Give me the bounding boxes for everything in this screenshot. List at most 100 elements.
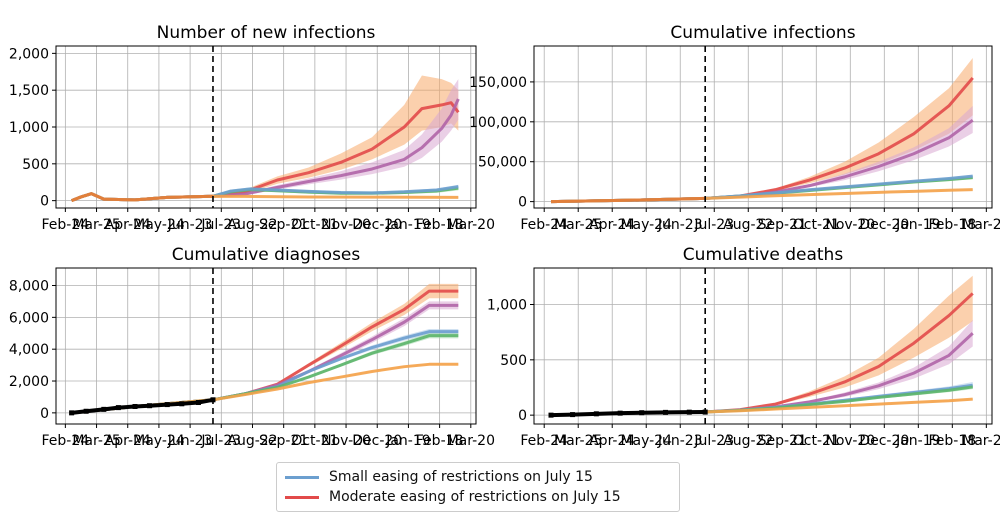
x-tick-label: Apr-24 xyxy=(105,217,151,233)
x-tick-label: Jan-19 xyxy=(385,217,430,233)
series-band xyxy=(551,320,973,416)
y-tick-label: 2,000 xyxy=(9,374,49,390)
y-tick-label: 2,000 xyxy=(9,46,49,62)
y-tick-label: 500 xyxy=(500,353,527,369)
legend-swatch-moderate-easing xyxy=(285,495,319,499)
x-tick-label: Jul-23 xyxy=(200,217,241,233)
x-tick-label: May-24 xyxy=(133,433,185,449)
chart-title: Cumulative infections xyxy=(670,23,855,43)
x-tick-label: Oct-21 xyxy=(291,433,338,449)
x-tick-label: Oct-21 xyxy=(793,433,840,449)
axes-frame xyxy=(533,45,993,209)
x-tick-label: Apr-24 xyxy=(589,433,635,449)
x-tick-label: Nov-20 xyxy=(825,217,875,233)
chart-panel: 05001,000Feb-24Mar-25Apr-24May-24Jun-23J… xyxy=(487,245,1000,449)
plot-area xyxy=(548,275,974,418)
chart-panel: 0 500 1,000 1,500 2,000 Feb-24Mar-25Apr-24May… xyxy=(9,23,495,233)
observed-line xyxy=(550,410,706,418)
x-tick-label: Feb-24 xyxy=(42,433,90,449)
y-tick-label: 0 xyxy=(518,195,527,211)
series-band xyxy=(71,301,459,413)
y-tick-label: 4,000 xyxy=(9,342,49,358)
x-tick-label: Feb-18 xyxy=(928,433,976,449)
x-tick-label: Dec-20 xyxy=(859,217,909,233)
x-tick-label: Apr-24 xyxy=(105,433,151,449)
figure: 05001,0001,5002,000Feb-24Mar-25Apr-24May… xyxy=(9,23,1000,449)
legend-swatch-small-easing xyxy=(285,475,319,479)
x-tick-label: Feb-18 xyxy=(928,217,976,233)
x-tick-label: Mar-20 xyxy=(962,217,1000,233)
x-tick-label: Jul-23 xyxy=(200,433,241,449)
x-tick-label: Dec-20 xyxy=(859,433,909,449)
series-band xyxy=(71,328,459,413)
x-tick-label: Nov-20 xyxy=(321,217,371,233)
y-tick-label: 1,000 xyxy=(9,120,49,136)
plot-area xyxy=(550,57,974,204)
observed-line xyxy=(71,397,214,415)
chart-panel: 02,0004,0006,0008,000Feb-24Mar-25Apr-24M… xyxy=(9,245,495,449)
plot-area xyxy=(71,75,460,203)
x-tick-label: Feb-24 xyxy=(520,217,568,233)
x-tick-label: Dec-20 xyxy=(352,217,402,233)
x-tick-label: Sep-21 xyxy=(758,433,807,449)
x-tick-label: Mar-20 xyxy=(962,433,1000,449)
y-tick-label: 50,000 xyxy=(478,155,527,171)
x-tick-label: Aug-22 xyxy=(723,433,773,449)
x-tick-label: Mar-25 xyxy=(72,433,120,449)
axes-frame xyxy=(533,267,993,425)
x-tick-label: Mar-25 xyxy=(72,217,120,233)
y-tick-label: 150,000 xyxy=(469,75,527,91)
series-band xyxy=(71,75,459,201)
plot-area xyxy=(69,283,459,416)
x-tick-label: Jan-19 xyxy=(895,433,940,449)
x-tick-label: Jun-23 xyxy=(167,433,213,449)
y-tick-label: 6,000 xyxy=(9,310,49,326)
x-tick-label: Feb-18 xyxy=(416,217,464,233)
x-tick-label: Mar-25 xyxy=(554,433,602,449)
x-tick-label: Aug-22 xyxy=(723,217,773,233)
y-tick-label: 1,000 xyxy=(487,298,527,314)
x-tick-label: Sep-21 xyxy=(758,217,807,233)
x-tick-label: Jun-23 xyxy=(167,217,213,233)
x-tick-label: Jul-23 xyxy=(693,433,734,449)
x-tick-label: Nov-20 xyxy=(321,433,371,449)
axes-frame xyxy=(55,267,477,425)
x-tick-label: Mar-25 xyxy=(554,217,602,233)
x-tick-label: Jul-23 xyxy=(693,217,734,233)
series-band xyxy=(71,283,459,413)
x-tick-label: Oct-21 xyxy=(291,217,338,233)
legend-item: Small easing of restrictions on July 15 xyxy=(285,467,671,487)
series-line xyxy=(550,196,706,204)
series-band xyxy=(71,332,459,413)
x-tick-label: Apr-24 xyxy=(589,217,635,233)
x-tick-label: Jun-23 xyxy=(657,217,703,233)
y-tick-label: 100,000 xyxy=(469,115,527,131)
y-tick-label: 8,000 xyxy=(9,279,49,295)
y-tick-label: 500 xyxy=(22,157,49,173)
x-tick-label: Aug-22 xyxy=(227,217,277,233)
legend: Small easing of restrictions on July 15 … xyxy=(276,462,680,512)
x-tick-label: May-24 xyxy=(620,217,672,233)
x-tick-label: Feb-18 xyxy=(416,433,464,449)
x-tick-label: May-24 xyxy=(620,433,672,449)
legend-label-small-easing: Small easing of restrictions on July 15 xyxy=(329,469,593,485)
series-band xyxy=(551,57,973,202)
y-tick-label: 0 xyxy=(40,194,49,210)
x-tick-label: Oct-21 xyxy=(793,217,840,233)
x-tick-label: Feb-24 xyxy=(42,217,90,233)
y-tick-label: 1,500 xyxy=(9,83,49,99)
y-tick-label: 0 xyxy=(40,406,49,422)
chart-panel: 050,000100,000150,000Feb-24Mar-25Apr-24M… xyxy=(469,23,1000,233)
x-tick-label: Mar-20 xyxy=(447,433,495,449)
x-tick-label: Jun-23 xyxy=(657,433,703,449)
series-line xyxy=(71,192,214,203)
x-tick-label: Sep-21 xyxy=(259,433,308,449)
x-tick-label: Jan-19 xyxy=(385,433,430,449)
chart-title: Cumulative deaths xyxy=(683,245,844,265)
x-tick-label: Sep-21 xyxy=(259,217,308,233)
y-tick-label: 0 xyxy=(518,408,527,424)
x-tick-label: Feb-24 xyxy=(520,433,568,449)
legend-item: Moderate easing of restrictions on July … xyxy=(285,487,671,507)
series-line xyxy=(71,334,459,415)
chart-title: Number of new infections xyxy=(157,23,376,43)
